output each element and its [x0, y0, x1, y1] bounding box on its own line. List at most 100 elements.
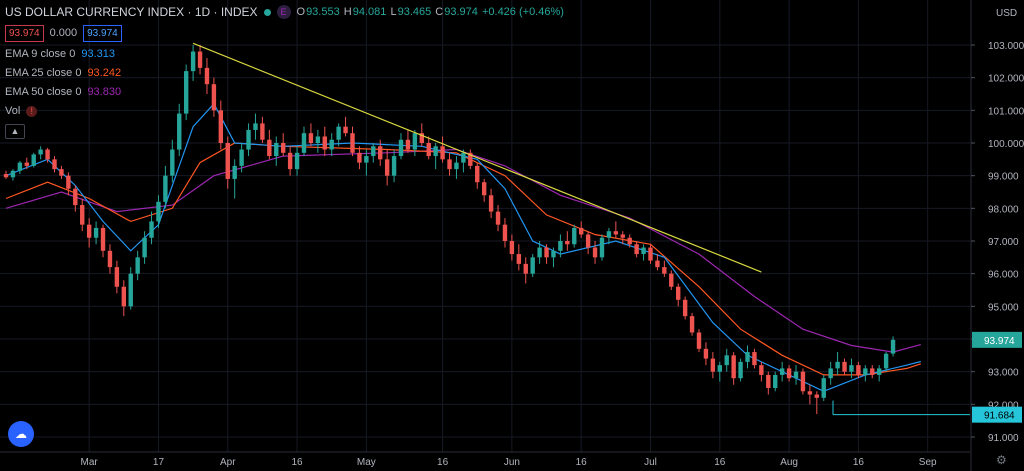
candle-body [724, 355, 729, 366]
candle-body [239, 149, 244, 166]
candle-body [24, 162, 29, 166]
candle-body [163, 175, 168, 202]
chevron-up-icon[interactable]: ▲ [5, 124, 25, 139]
candle-body [703, 348, 709, 359]
candle-body [343, 126, 348, 134]
candle-body [578, 227, 584, 235]
candle-body [738, 361, 743, 379]
market-status-icon [263, 8, 271, 16]
indicator-ema25[interactable]: EMA 25 close 0 93.242 [5, 67, 122, 79]
time-axis-label: May [357, 457, 376, 468]
candle-body [800, 371, 806, 392]
currency-label[interactable]: USD [996, 8, 1017, 19]
candle-body [558, 241, 563, 251]
candle-body [682, 299, 688, 317]
candle-body [835, 361, 840, 369]
indicator-ema50[interactable]: EMA 50 close 0 93.830 [5, 86, 122, 98]
gear-icon[interactable]: ⚙ [996, 453, 1007, 467]
candle-body [585, 234, 591, 248]
level-price-label: 91.684 [984, 411, 1015, 422]
candle-body [766, 374, 771, 388]
candle-body [107, 250, 113, 268]
candle-body [128, 273, 133, 307]
level-price-tag [972, 406, 1022, 423]
candle-body [731, 355, 736, 379]
candle-body [502, 224, 508, 241]
earnings-badge[interactable]: E [276, 5, 291, 19]
time-axis-label: Mar [81, 457, 99, 468]
candle-body [662, 267, 667, 274]
candle-body [592, 247, 598, 258]
time-axis-label: Aug [780, 457, 798, 468]
buy-price-box[interactable]: 93.974 [83, 25, 122, 42]
candle-body [52, 159, 57, 170]
price-axis-label: 95.000 [988, 302, 1019, 313]
price-axis-label: 92.000 [988, 400, 1019, 411]
chart-legend: US DOLLAR CURRENCY INDEX · 1D · INDEX E … [5, 5, 565, 145]
tradingview-logo-icon[interactable]: ☁ [8, 421, 34, 447]
indicator-ema9[interactable]: EMA 9 close 0 93.313 [5, 48, 115, 60]
candle-body [641, 247, 646, 255]
candle-body [336, 126, 341, 140]
candle-body [786, 368, 792, 379]
candle-body [218, 110, 224, 143]
indicator-volume[interactable]: Vol ! [5, 105, 565, 118]
candle-body [495, 211, 501, 225]
candle-body [613, 231, 619, 235]
time-axis-label: 16 [576, 457, 588, 468]
ohlc-values: O93.553 H94.081 L93.465 C93.974 +0.426 (… [296, 5, 564, 18]
candle-body [308, 133, 314, 143]
price-axis-label: 97.000 [988, 237, 1019, 248]
candle-body [59, 169, 64, 176]
symbol-title[interactable]: US DOLLAR CURRENCY INDEX · 1D · INDEX [5, 4, 258, 19]
candle-body [849, 365, 854, 372]
candle-body [149, 221, 154, 238]
candle-body [294, 152, 300, 170]
candle-body [648, 247, 653, 261]
candle-body [364, 156, 369, 163]
candle-body [523, 263, 528, 274]
candle-body [301, 133, 307, 153]
candle-body [190, 51, 196, 72]
candle-body [634, 244, 639, 255]
candle-body [142, 237, 147, 258]
candle-body [481, 182, 487, 196]
candle-body [3, 174, 9, 178]
candle-body [100, 227, 106, 251]
candle-body [371, 146, 376, 157]
candle-body [890, 339, 896, 354]
candle-body [773, 374, 778, 388]
sell-price-box[interactable]: 93.974 [5, 25, 44, 42]
candle-body [170, 149, 175, 176]
candle-body [516, 254, 522, 264]
price-axis-label: 103.000 [988, 41, 1024, 52]
candle-body [274, 143, 279, 157]
candle-body [876, 368, 882, 375]
spread-value: 0.000 [49, 27, 78, 39]
candle-body [384, 159, 390, 176]
candle-body [80, 205, 85, 225]
candle-body [412, 133, 418, 150]
candle-body [544, 247, 549, 258]
candle-body [745, 352, 750, 362]
candle-body [260, 123, 265, 140]
candle-body [433, 146, 438, 157]
warning-icon[interactable]: ! [26, 106, 38, 117]
candle-body [863, 368, 868, 375]
candle-body [537, 247, 542, 258]
trendline[interactable] [192, 42, 762, 273]
candle-body [197, 51, 203, 68]
candle-body [73, 188, 78, 206]
price-axis-label: 91.000 [988, 433, 1019, 444]
candle-body [17, 162, 23, 171]
candle-body [378, 146, 383, 160]
candle-body [10, 170, 16, 178]
candle-body [86, 224, 92, 238]
candle-body [475, 165, 480, 183]
candle-body [565, 241, 570, 245]
price-axis-label: 93.000 [988, 368, 1019, 379]
candle-body [828, 368, 833, 379]
candle-body [447, 159, 452, 170]
candle-body [676, 286, 681, 300]
